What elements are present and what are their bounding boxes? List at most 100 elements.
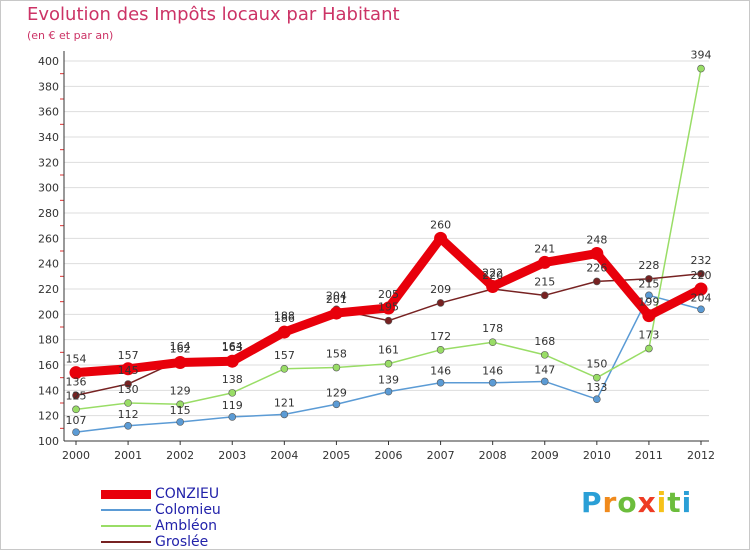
legend-swatch xyxy=(101,541,151,543)
legend-label: Colomieu xyxy=(155,501,221,518)
brand-letter: t xyxy=(667,486,682,519)
data-point xyxy=(277,325,291,339)
data-label: 125 xyxy=(66,389,87,402)
brand-letter: i xyxy=(656,486,668,519)
y-tick-label: 360 xyxy=(38,106,59,119)
data-point xyxy=(225,354,239,368)
data-point xyxy=(382,301,395,315)
data-label: 209 xyxy=(430,283,451,296)
data-point xyxy=(434,231,448,245)
data-point xyxy=(332,400,341,409)
data-label: 154 xyxy=(66,353,87,366)
x-tick-label: 2005 xyxy=(322,449,350,462)
x-tick-label: 2006 xyxy=(375,449,403,462)
data-label: 172 xyxy=(430,330,451,343)
data-point xyxy=(697,64,705,73)
data-label: 204 xyxy=(326,289,347,302)
legend-label: Groslée xyxy=(155,533,209,550)
data-label: 145 xyxy=(118,364,139,377)
data-label: 178 xyxy=(482,322,503,335)
data-point xyxy=(593,373,601,382)
data-label: 146 xyxy=(482,365,503,378)
y-tick-label: 400 xyxy=(38,55,59,68)
data-point xyxy=(384,359,393,368)
data-point xyxy=(384,316,393,325)
data-label: 138 xyxy=(222,373,243,386)
data-label: 146 xyxy=(430,365,451,378)
data-label: 112 xyxy=(118,408,139,421)
x-tick-label: 2010 xyxy=(583,449,611,462)
data-point xyxy=(176,418,184,426)
legend-item: Ambléon xyxy=(101,518,221,534)
chart-legend: CONZIEU Colomieu Ambléon Groslée xyxy=(101,486,221,550)
x-tick-label: 2000 xyxy=(62,449,90,462)
x-tick-label: 2004 xyxy=(270,449,298,462)
data-label: 164 xyxy=(222,340,243,353)
y-tick-label: 380 xyxy=(38,80,59,93)
data-label: 121 xyxy=(274,396,295,409)
data-label: 204 xyxy=(691,291,712,304)
legend-label: CONZIEU xyxy=(155,485,220,502)
data-point xyxy=(72,391,80,400)
data-point xyxy=(436,299,445,307)
y-tick-label: 160 xyxy=(38,359,59,372)
data-point xyxy=(176,400,184,409)
data-point xyxy=(590,247,604,261)
legend-item: CONZIEU xyxy=(101,486,221,502)
data-point xyxy=(173,355,187,369)
data-label: 129 xyxy=(326,386,347,399)
data-point xyxy=(538,255,552,269)
data-point xyxy=(645,291,653,300)
data-label: 163 xyxy=(222,341,243,354)
data-label: 150 xyxy=(586,358,607,371)
data-label: 158 xyxy=(326,348,347,361)
data-label: 188 xyxy=(274,310,295,323)
legend-item: Groslée xyxy=(101,533,221,550)
data-label: 215 xyxy=(534,275,555,288)
data-label: 226 xyxy=(586,261,607,274)
data-point xyxy=(332,363,341,372)
legend-label: Ambléon xyxy=(155,517,218,534)
data-label: 186 xyxy=(274,312,295,325)
data-point xyxy=(124,380,132,388)
data-label: 220 xyxy=(482,269,503,282)
chart-title: Evolution des Impôts locaux par Habitant xyxy=(27,4,400,25)
data-point xyxy=(540,291,549,300)
data-point xyxy=(645,344,653,353)
data-point xyxy=(540,377,549,386)
x-tick-label: 2012 xyxy=(687,449,715,462)
data-point xyxy=(121,362,135,376)
x-tick-label: 2001 xyxy=(114,449,142,462)
data-label: 119 xyxy=(222,399,243,412)
data-point xyxy=(697,269,705,278)
data-point xyxy=(593,395,601,404)
x-tick-label: 2008 xyxy=(479,449,507,462)
brand-logo: Proxiti xyxy=(581,486,692,519)
x-tick-label: 2007 xyxy=(427,449,455,462)
data-label: 215 xyxy=(638,277,659,290)
data-label: 133 xyxy=(586,381,607,394)
data-label: 220 xyxy=(691,269,712,282)
y-tick-label: 120 xyxy=(38,410,59,423)
data-label: 107 xyxy=(66,414,87,427)
brand-letter: P xyxy=(581,486,603,519)
legend-swatch xyxy=(101,509,151,511)
data-point xyxy=(228,389,237,397)
data-point xyxy=(384,387,393,396)
chart-subtitle: (en € et par an) xyxy=(27,29,114,42)
y-tick-label: 300 xyxy=(38,182,59,195)
data-label: 195 xyxy=(378,301,399,314)
data-label: 199 xyxy=(638,296,659,309)
data-label: 139 xyxy=(378,374,399,387)
data-label: 157 xyxy=(274,349,295,362)
data-point xyxy=(124,399,132,407)
x-tick-label: 2009 xyxy=(531,449,559,462)
data-point xyxy=(280,364,289,373)
data-label: 394 xyxy=(691,49,712,62)
data-label: 205 xyxy=(378,288,399,301)
data-label: 260 xyxy=(430,218,451,231)
data-label: 232 xyxy=(691,254,712,267)
data-point xyxy=(436,378,445,387)
